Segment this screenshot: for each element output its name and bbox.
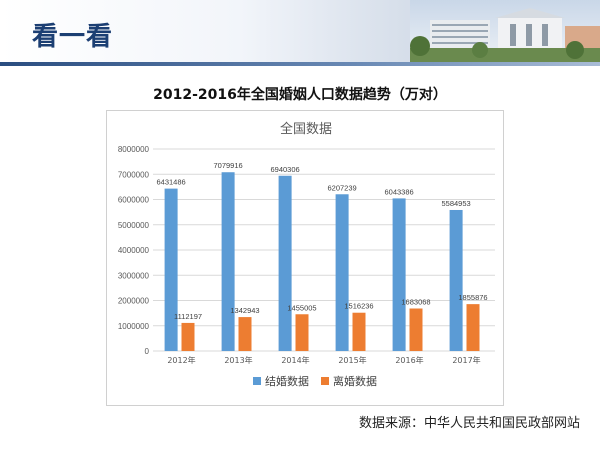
bar-marriage <box>164 188 178 351</box>
x-tick-label: 2017年 <box>452 355 480 365</box>
data-label: 1683068 <box>401 298 430 307</box>
data-label: 6431486 <box>156 178 185 187</box>
legend-swatch-marriage <box>253 377 261 385</box>
x-tick-label: 2016年 <box>395 355 423 365</box>
bar-divorce <box>409 308 423 351</box>
legend-label-marriage: 结婚数据 <box>265 374 309 388</box>
bar-marriage <box>278 175 292 351</box>
chart-container: 全国数据 0 1000000 2000000 3000000 4000000 5000000… <box>106 110 504 406</box>
y-tick-label: 0 <box>145 347 150 356</box>
y-tick-label: 8000000 <box>118 145 150 154</box>
legend-swatch-divorce <box>321 377 329 385</box>
bar-divorce <box>238 317 252 351</box>
bar-chart: 全国数据 0 1000000 2000000 3000000 4000000 5000000… <box>118 121 495 388</box>
bar-divorce <box>181 322 195 351</box>
slide-title: 2012-2016年全国婚姻人口数据趋势（万对） <box>153 87 447 103</box>
data-label: 5584953 <box>441 199 470 208</box>
bar-marriage <box>392 198 406 351</box>
header-title: 看一看 <box>32 22 114 52</box>
legend-label-divorce: 离婚数据 <box>333 374 377 388</box>
data-label: 1112197 <box>174 312 202 321</box>
data-label: 1855876 <box>458 293 487 302</box>
bar-marriage <box>335 194 349 351</box>
bar-divorce <box>466 304 480 351</box>
chart-title: 全国数据 <box>280 121 332 137</box>
y-tick-label: 2000000 <box>118 297 150 306</box>
bar-marriage <box>221 172 235 351</box>
y-tick-label: 4000000 <box>118 246 150 255</box>
campus-building-photo <box>410 0 600 64</box>
data-label: 7079916 <box>213 161 242 170</box>
y-tick-label: 3000000 <box>118 271 150 280</box>
y-tick-label: 5000000 <box>118 221 150 230</box>
bar-divorce <box>295 314 309 351</box>
x-tick-label: 2012年 <box>167 355 195 365</box>
data-label: 6207239 <box>327 183 356 192</box>
y-tick-label: 1000000 <box>118 322 150 331</box>
header-banner: 看一看 <box>0 0 600 66</box>
x-tick-label: 2015年 <box>338 355 366 365</box>
x-tick-label: 2013年 <box>224 355 252 365</box>
source-note: 数据来源：中华人民共和国民政部网站 <box>358 416 580 431</box>
bar-marriage <box>449 209 463 351</box>
x-tick-label: 2014年 <box>281 355 309 365</box>
bar-divorce <box>352 312 366 351</box>
data-label: 1455005 <box>287 303 316 312</box>
header-divider <box>0 62 600 66</box>
data-label: 6940306 <box>270 165 299 174</box>
data-label: 6043386 <box>384 187 413 196</box>
data-label: 1342943 <box>230 306 259 315</box>
y-tick-label: 6000000 <box>118 196 150 205</box>
y-tick-label: 7000000 <box>118 170 150 179</box>
data-label: 1516236 <box>344 302 373 311</box>
